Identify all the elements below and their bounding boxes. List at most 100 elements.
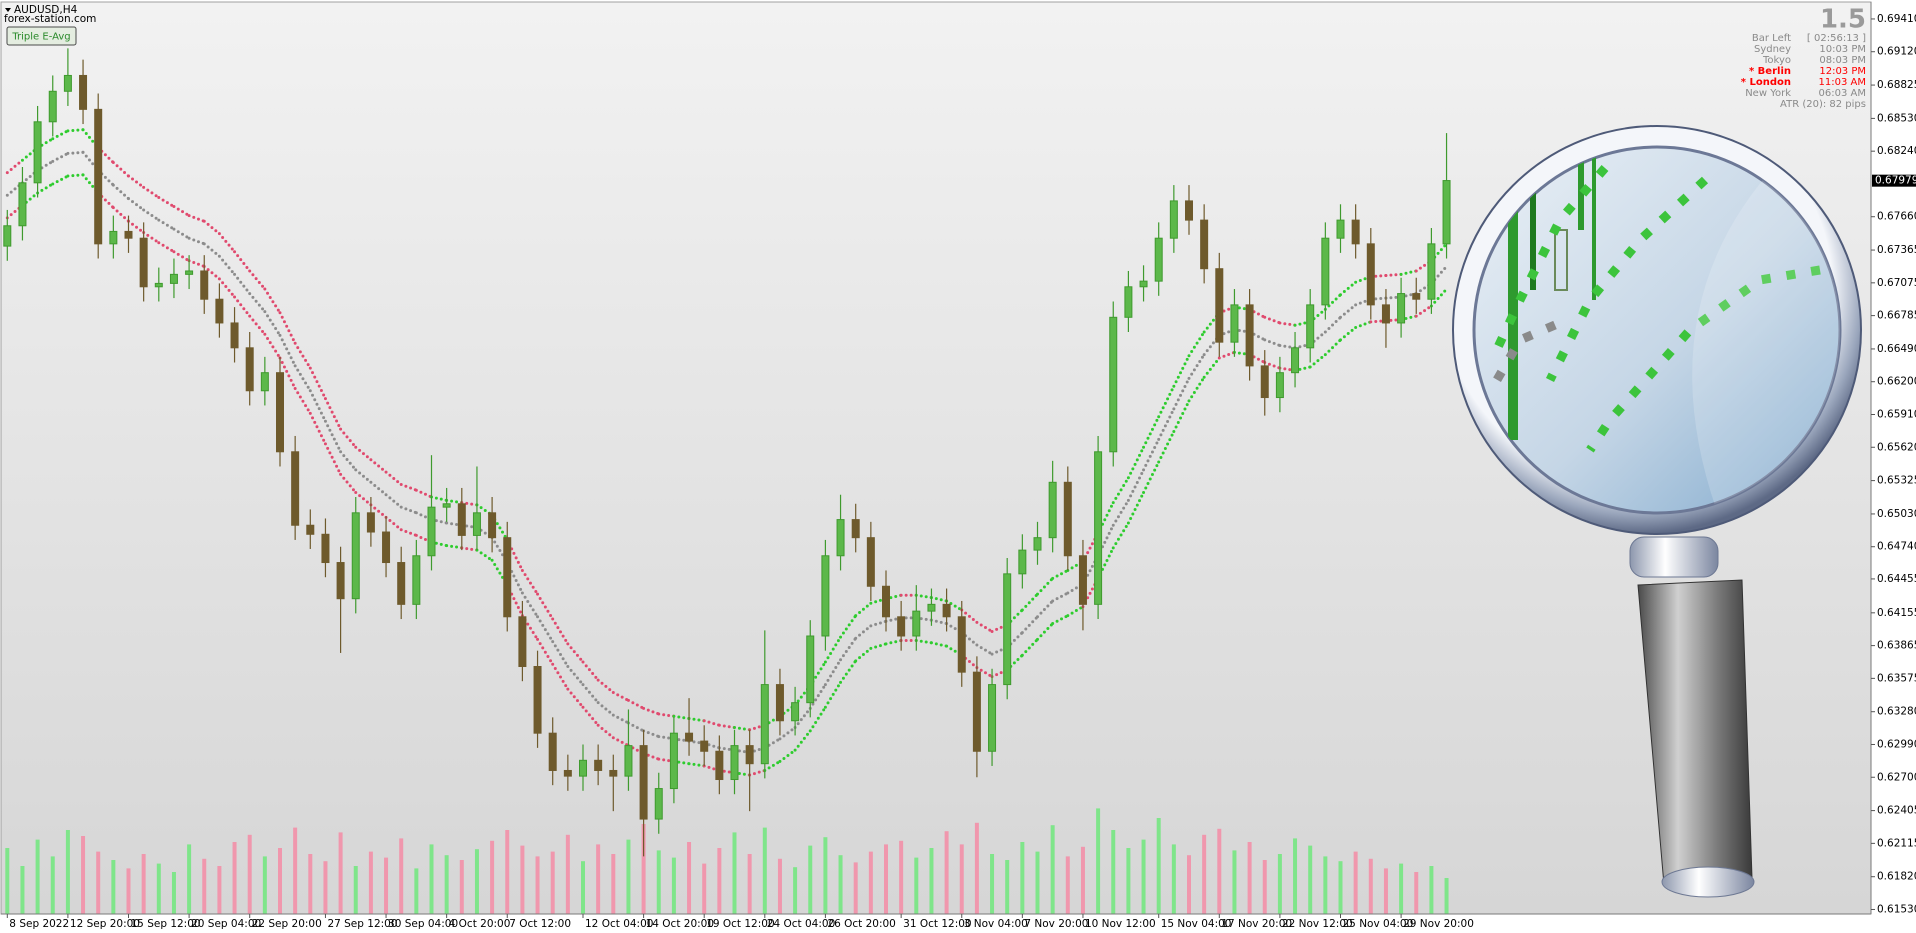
band-segment bbox=[142, 231, 161, 245]
dropdown-arrow[interactable] bbox=[5, 8, 11, 12]
band-segment bbox=[263, 332, 282, 360]
band-segment bbox=[339, 427, 358, 449]
x-tick-label: 15 Sep 12:00 bbox=[131, 918, 201, 930]
candle-body bbox=[63, 74, 72, 92]
band-segment bbox=[611, 690, 630, 702]
band-segment bbox=[339, 472, 358, 494]
indicator-button-label[interactable]: Triple E-Avg bbox=[11, 32, 70, 43]
info-row-label: New York bbox=[1745, 88, 1791, 99]
band-segment bbox=[263, 287, 282, 315]
candle-body bbox=[169, 273, 178, 284]
y-tick-label: 0.67075 bbox=[1877, 277, 1916, 289]
volume-bar bbox=[505, 830, 510, 914]
candle-body bbox=[79, 74, 88, 110]
x-tick-label: 12 Sep 20:00 bbox=[70, 918, 140, 930]
volume-bar bbox=[1308, 845, 1313, 914]
band-segment bbox=[5, 158, 24, 175]
info-row-label: * Berlin bbox=[1749, 66, 1791, 77]
volume-bar bbox=[65, 830, 70, 914]
band-segment bbox=[566, 687, 585, 709]
candle-body bbox=[154, 282, 163, 288]
band-segment bbox=[1308, 307, 1327, 324]
candle-body bbox=[1063, 481, 1072, 557]
band-segment bbox=[384, 515, 403, 532]
band-segment bbox=[308, 366, 327, 401]
band-segment bbox=[1111, 498, 1130, 527]
band-segment bbox=[217, 232, 237, 254]
volume-bar bbox=[247, 834, 252, 914]
candle-body bbox=[897, 616, 906, 637]
volume-bar bbox=[1353, 851, 1358, 914]
band-segment bbox=[127, 197, 146, 212]
y-tick-label: 0.61530 bbox=[1877, 903, 1916, 915]
band-segment bbox=[626, 698, 646, 710]
band-segment bbox=[960, 608, 979, 624]
candle-body bbox=[942, 603, 951, 618]
volume-bar bbox=[399, 838, 404, 914]
y-tick-label: 0.63575 bbox=[1877, 672, 1916, 684]
candle-body bbox=[715, 750, 724, 781]
candle-body bbox=[230, 322, 239, 349]
band-segment bbox=[127, 219, 146, 235]
band-segment bbox=[1172, 354, 1191, 388]
volume-bar bbox=[671, 857, 676, 914]
band-segment bbox=[51, 129, 70, 141]
x-tick-label: 30 Sep 04:00 bbox=[388, 918, 458, 930]
info-row-label: * London bbox=[1741, 77, 1791, 88]
candle-body bbox=[775, 684, 784, 722]
band-segment bbox=[157, 218, 176, 231]
band-segment bbox=[808, 705, 827, 733]
info-panel: 1.5 ATR (20): 82 pips Bar Left [ 02:56:13… bbox=[1741, 5, 1866, 111]
band-segment bbox=[520, 568, 540, 596]
candle-body bbox=[685, 732, 694, 742]
candle-body bbox=[563, 769, 572, 777]
candle-body bbox=[1381, 304, 1390, 324]
band-segment bbox=[354, 445, 373, 462]
band-segment bbox=[111, 183, 130, 201]
y-tick-label: 0.65325 bbox=[1877, 475, 1916, 487]
band-segment bbox=[202, 219, 221, 236]
x-tick-label: 26 Oct 20:00 bbox=[827, 918, 895, 930]
band-segment bbox=[839, 614, 858, 639]
x-tick-label: 24 Oct 04:00 bbox=[767, 918, 835, 930]
candle-body bbox=[1018, 549, 1027, 575]
band-segment bbox=[1051, 568, 1070, 580]
candle-body bbox=[866, 537, 875, 587]
band-segment bbox=[323, 419, 343, 454]
volume-bar bbox=[368, 851, 373, 914]
band-segment bbox=[157, 196, 176, 209]
volume-bar bbox=[1065, 856, 1070, 914]
candle-body bbox=[200, 270, 209, 300]
band-segment bbox=[217, 254, 237, 276]
candle-body bbox=[957, 616, 966, 673]
volume-bar bbox=[581, 861, 585, 914]
candle-body bbox=[351, 512, 360, 600]
indicator-button[interactable] bbox=[6, 26, 77, 46]
magnifier bbox=[1452, 125, 1862, 898]
volume-bar bbox=[687, 842, 692, 914]
volume-bar bbox=[1141, 839, 1146, 914]
candle-body bbox=[185, 270, 194, 275]
band-segment bbox=[248, 314, 267, 336]
x-tick-label: 17 Nov 20:00 bbox=[1221, 918, 1292, 930]
band-segment bbox=[384, 470, 403, 487]
volume-bar bbox=[777, 858, 782, 914]
candle-body bbox=[1033, 537, 1042, 551]
candle-body bbox=[1245, 304, 1254, 367]
band-segment bbox=[142, 208, 161, 222]
band-segment bbox=[1323, 293, 1342, 311]
band-segment bbox=[323, 442, 343, 476]
plot bbox=[3, 48, 1451, 914]
band-segment bbox=[248, 269, 267, 291]
info-big: 1.5 bbox=[1820, 5, 1866, 35]
volume-bar bbox=[232, 842, 237, 914]
band-segment bbox=[36, 137, 55, 150]
volume-bar bbox=[202, 858, 207, 914]
band-segment bbox=[566, 665, 585, 687]
band-segment bbox=[1248, 330, 1267, 342]
band-segment bbox=[339, 450, 358, 472]
